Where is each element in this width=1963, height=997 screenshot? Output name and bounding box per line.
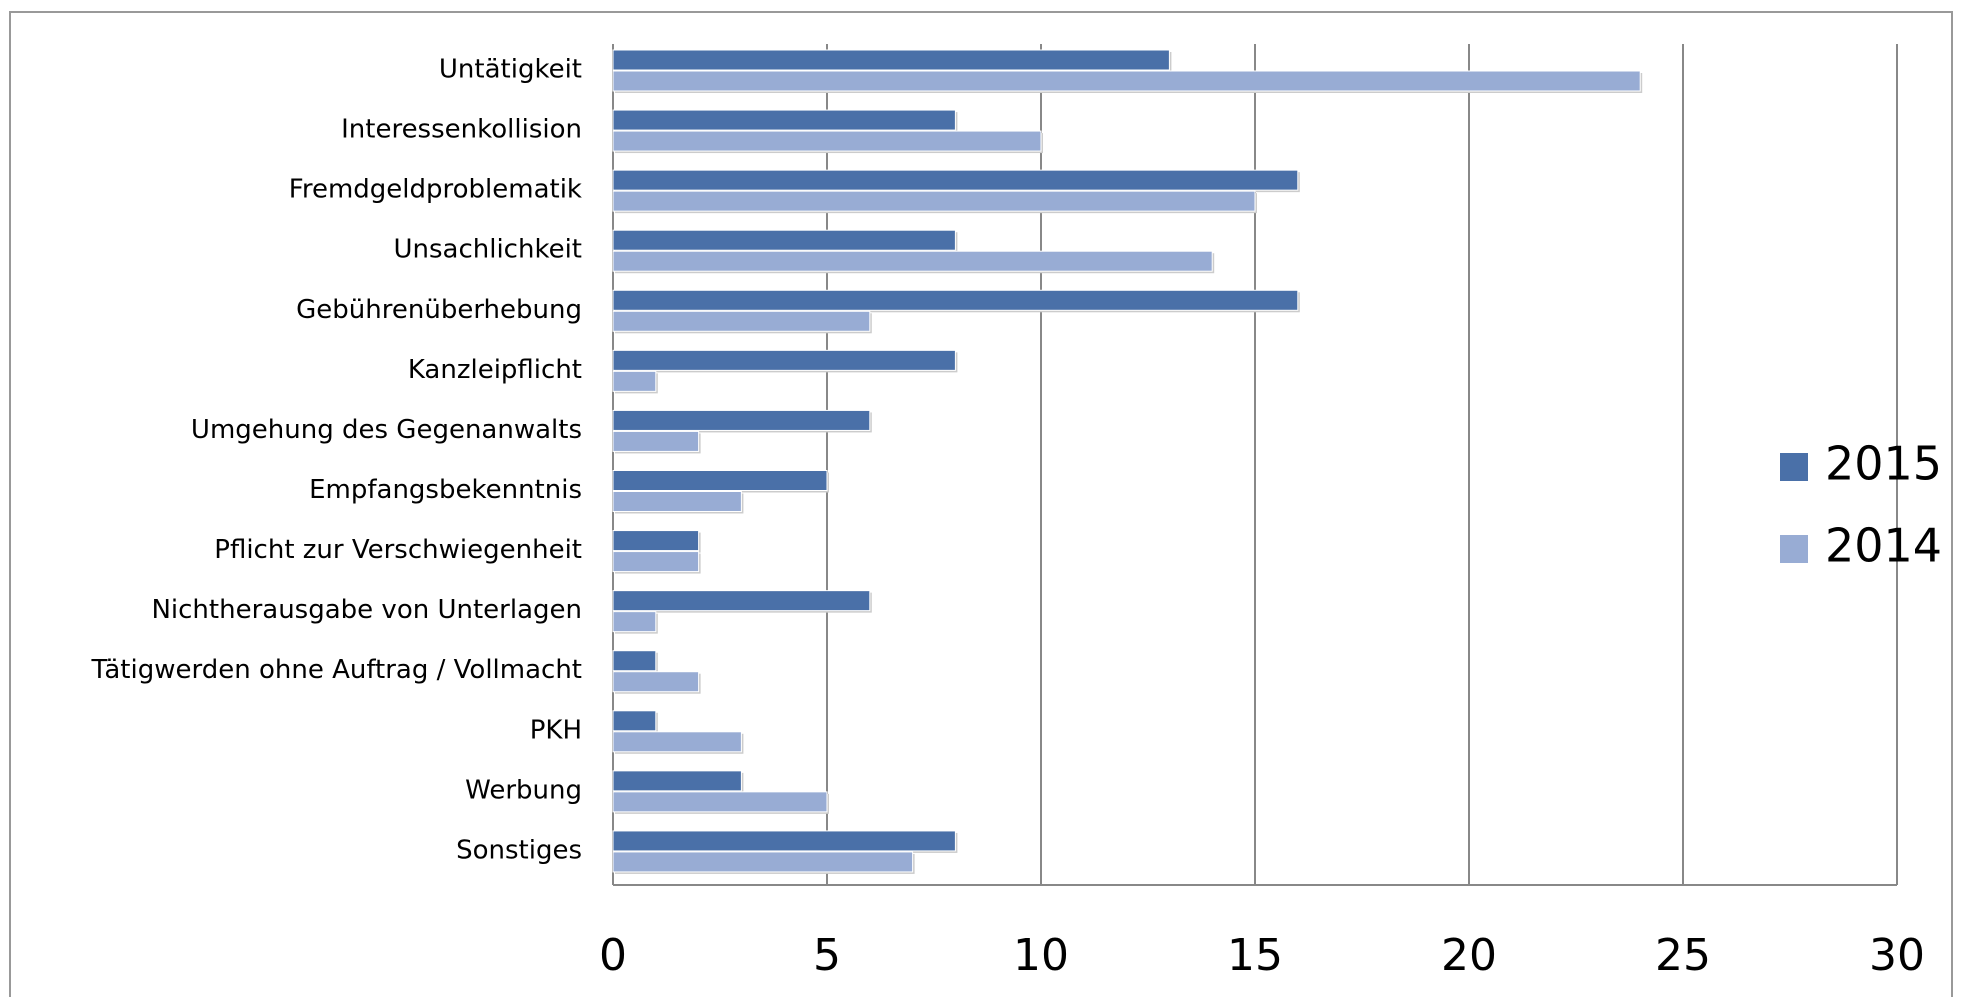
bar — [612, 830, 956, 852]
bar — [612, 349, 956, 371]
bar — [612, 851, 914, 873]
x-tick-label: 5 — [813, 930, 841, 981]
bar — [612, 470, 828, 491]
x-tick-label: 10 — [1013, 930, 1069, 981]
y-tick-label: Fremdgeldproblematik — [289, 175, 582, 205]
y-tick-label: Untätigkeit — [439, 55, 582, 85]
legend-label: 2015 — [1825, 437, 1942, 491]
bar — [612, 650, 657, 672]
bar — [612, 169, 1299, 191]
legend-label: 2014 — [1825, 519, 1942, 573]
y-tick-label: Nichtherausgabe von Unterlagen — [151, 595, 582, 625]
bar — [612, 710, 657, 732]
y-tick-label: Kanzleipflicht — [408, 355, 582, 385]
y-tick-label: Sonstiges — [456, 835, 582, 865]
bar — [612, 731, 742, 753]
y-tick-label: Gebührenüberhebung — [296, 295, 582, 325]
y-tick-label: Pflicht zur Verschwiegenheit — [214, 535, 582, 565]
y-tick-label: PKH — [530, 715, 582, 745]
x-tick-label: 30 — [1869, 930, 1925, 981]
bar — [612, 70, 1641, 92]
bar — [612, 109, 956, 131]
bar — [612, 671, 700, 693]
bar — [612, 590, 871, 612]
bar — [612, 430, 700, 452]
bar — [612, 130, 1042, 152]
legend-swatch — [1780, 535, 1808, 563]
bar — [612, 770, 742, 792]
y-tick-label: Unsachlichkeit — [393, 235, 582, 265]
y-tick-label: Umgehung des Gegenanwalts — [191, 415, 582, 445]
bar — [612, 310, 871, 332]
bar — [612, 530, 700, 552]
bar — [612, 551, 700, 573]
bar — [612, 409, 871, 431]
bar — [612, 250, 1213, 272]
chart-frame — [9, 11, 1953, 997]
bar — [612, 49, 1170, 71]
legend-swatch — [1780, 453, 1808, 481]
bar — [612, 190, 1256, 212]
bar — [612, 370, 657, 392]
y-tick-label: Empfangsbekenntnis — [309, 475, 582, 505]
x-tick-label: 25 — [1655, 930, 1711, 981]
bar — [612, 491, 742, 512]
bar — [612, 791, 828, 813]
bar — [612, 289, 1299, 311]
y-tick-label: Tätigwerden ohne Auftrag / Vollmacht — [91, 655, 582, 685]
bar — [612, 229, 956, 251]
x-tick-label: 15 — [1227, 930, 1283, 981]
x-tick-label: 0 — [599, 930, 627, 981]
y-tick-label: Interessenkollision — [341, 115, 582, 145]
bar — [612, 611, 657, 633]
y-tick-label: Werbung — [465, 775, 582, 805]
x-tick-label: 20 — [1441, 930, 1497, 981]
